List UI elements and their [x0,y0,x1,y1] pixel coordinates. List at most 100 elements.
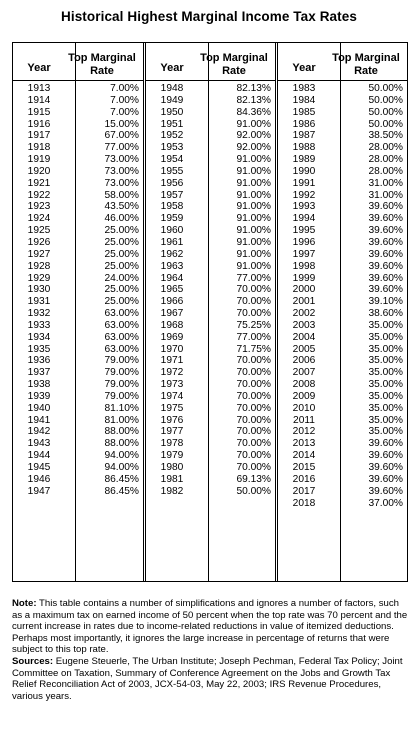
table-row: 1982 50.00% [146,486,275,498]
year-cell: 1968 [160,319,184,331]
rate-cell: 70.00% [236,462,271,473]
table-row: 1944 94.00% [13,450,143,462]
table-row: 2013 39.60% [278,438,407,450]
table-row: 1963 91.00% [146,261,275,273]
table-row: 1961 91.00% [146,237,275,249]
table-row: 1978 70.00% [146,438,275,450]
year-cell: 1967 [160,308,184,320]
year-cell: 2001 [292,296,316,308]
year-cell: 1990 [292,165,316,177]
year-column-header: Year [160,62,184,74]
rate-cell: 91.00% [236,236,271,248]
table-panel-2: Year Top Marginal Rate 1948 82.13% 1949 82.… [143,43,275,581]
page-title: Historical Highest Marginal Income Tax R… [61,9,357,24]
table-row: 1981 69.13% [146,474,275,486]
table-row: 1928 25.00% [13,261,143,273]
rate-cell: 39.10% [368,296,403,308]
rate-cell: 28.00% [368,154,403,166]
year-cell: 1941 [27,414,51,426]
rate-column-header: Top Marginal Rate [332,52,400,77]
year-cell: 1914 [27,94,51,106]
table-row: 1916 15.00% [13,119,143,131]
year-cell: 1921 [27,177,51,189]
year-column-header: Year [292,62,316,74]
rate-cell: 70.00% [236,390,271,402]
year-cell: 1949 [160,94,184,106]
rate-cell: 28.00% [368,165,403,177]
rate-cell: 39.60% [368,248,403,260]
table-row: 1980 70.00% [146,462,275,474]
rate-cell: 91.00% [236,118,271,130]
year-cell: 1966 [160,296,184,308]
rate-cell: 43.50% [104,201,139,213]
table-row: 1992 31.00% [278,190,407,202]
year-cell: 2006 [292,355,316,367]
table-row: 1936 79.00% [13,355,143,367]
table-row: 1953 92.00% [146,142,275,154]
rate-cell: 88.00% [104,426,139,438]
year-cell: 1916 [27,118,51,130]
table-row: 1969 77.00% [146,332,275,344]
rate-cell: 35.00% [368,355,403,367]
table-row: 1933 63.00% [13,320,143,332]
year-cell: 1970 [160,343,184,355]
table-row: 1960 91.00% [146,225,275,237]
year-cell: 1946 [27,473,51,485]
year-cell: 1978 [160,438,184,450]
rate-cell: 39.60% [368,201,403,213]
rate-cell: 25.00% [104,296,139,308]
rate-cell: 35.00% [368,331,403,343]
table-row: 1939 79.00% [13,391,143,403]
table-row: 1957 91.00% [146,190,275,202]
rate-column-header: Top Marginal Rate [68,52,136,77]
year-cell: 1923 [27,201,51,213]
rate-cell: 39.60% [368,485,403,497]
table-row: 1913 7.00% [13,83,143,95]
year-cell: 1996 [292,236,316,248]
year-cell: 1972 [160,367,184,379]
year-cell: 2016 [292,473,316,485]
sources-label: Sources: [12,656,54,667]
rate-cell: 58.00% [104,189,139,201]
rate-cell: 39.60% [368,450,403,462]
rate-cell: 25.00% [104,248,139,260]
table-row: 1946 86.45% [13,474,143,486]
table-row: 2007 35.00% [278,367,407,379]
rate-cell: 35.00% [368,390,403,402]
year-cell: 1959 [160,213,184,225]
table-row: 1999 39.60% [278,273,407,285]
rate-cell: 39.60% [368,225,403,237]
table-row: 1943 88.00% [13,438,143,450]
rate-cell: 35.00% [368,402,403,414]
year-cell: 1943 [27,438,51,450]
year-cell: 1944 [27,450,51,462]
rate-cell: 50.00% [368,106,403,118]
year-cell: 1940 [27,402,51,414]
rate-cell: 38.60% [368,308,403,320]
year-cell: 1979 [160,450,184,462]
year-cell: 1995 [292,225,316,237]
rate-cell: 91.00% [236,213,271,225]
year-cell: 1964 [160,272,184,284]
table-row: 1970 71.75% [146,344,275,356]
year-cell: 1939 [27,390,51,402]
rate-cell: 25.00% [104,236,139,248]
year-cell: 1992 [292,189,316,201]
table-row: 1935 63.00% [13,344,143,356]
rate-cell: 39.60% [368,260,403,272]
rate-cell: 70.00% [236,438,271,450]
table-row: 1988 28.00% [278,142,407,154]
table-row: 1976 70.00% [146,415,275,427]
year-cell: 1958 [160,201,184,213]
table-row: 1947 86.45% [13,486,143,498]
table-row: 1997 39.60% [278,249,407,261]
table-row: 2005 35.00% [278,344,407,356]
rate-cell: 35.00% [368,414,403,426]
rate-cell: 50.00% [236,485,271,497]
table-row: 1984 50.00% [278,95,407,107]
rate-cell: 71.75% [236,343,271,355]
year-cell: 1983 [292,83,316,94]
year-cell: 1953 [160,142,184,154]
table-row: 1937 79.00% [13,367,143,379]
